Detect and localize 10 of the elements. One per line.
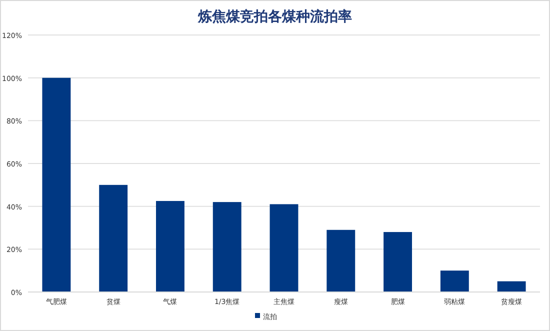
bar bbox=[212, 202, 242, 292]
bar bbox=[156, 200, 184, 292]
bar bbox=[99, 184, 128, 292]
bar bbox=[326, 230, 356, 292]
bar bbox=[42, 78, 71, 292]
bar bbox=[384, 232, 412, 292]
chart-title: 炼焦煤竞拍各煤种流拍率 bbox=[197, 8, 352, 25]
bar bbox=[270, 204, 298, 292]
bar bbox=[440, 270, 469, 292]
bar bbox=[497, 281, 526, 292]
